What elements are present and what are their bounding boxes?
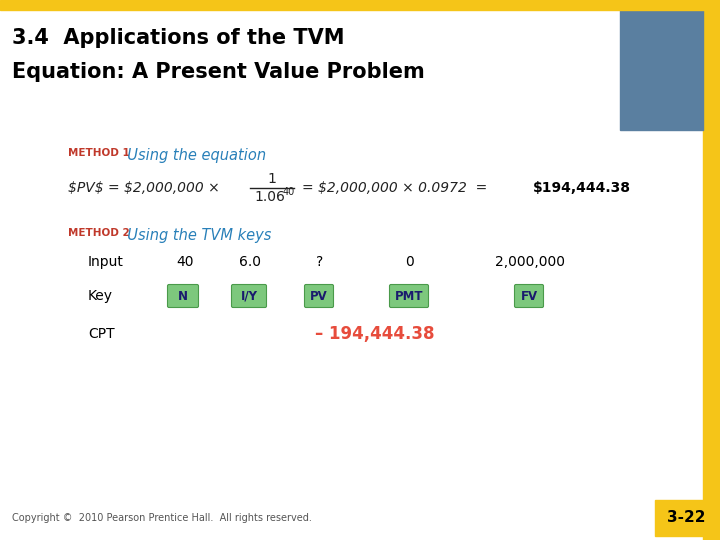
- Text: N: N: [178, 289, 188, 302]
- Text: 1: 1: [268, 172, 276, 186]
- Text: 3-22: 3-22: [667, 510, 706, 525]
- Bar: [620, 10, 703, 130]
- Text: ?: ?: [316, 255, 323, 269]
- Text: CPT: CPT: [88, 327, 114, 341]
- Text: Key: Key: [88, 289, 113, 303]
- Text: 3.4  Applications of the TVM: 3.4 Applications of the TVM: [12, 28, 344, 48]
- Text: 1.06: 1.06: [254, 190, 285, 204]
- Text: Copyright ©  2010 Pearson Prentice Hall.  All rights reserved.: Copyright © 2010 Pearson Prentice Hall. …: [12, 513, 312, 523]
- Bar: [655, 500, 717, 536]
- FancyBboxPatch shape: [390, 285, 428, 307]
- Text: 40: 40: [176, 255, 194, 269]
- Bar: [703, 0, 720, 540]
- Text: Using the TVM keys: Using the TVM keys: [118, 228, 271, 243]
- Text: 6.0: 6.0: [239, 255, 261, 269]
- Text: Using the equation: Using the equation: [118, 148, 266, 163]
- FancyBboxPatch shape: [305, 285, 333, 307]
- FancyBboxPatch shape: [232, 285, 266, 307]
- FancyBboxPatch shape: [168, 285, 199, 307]
- Text: – 194,444.38: – 194,444.38: [315, 325, 434, 343]
- Text: METHOD 1: METHOD 1: [68, 148, 130, 158]
- Text: $PV$ = $2,000,000 ×: $PV$ = $2,000,000 ×: [68, 181, 220, 195]
- Text: = $2,000,000 × 0.0972  =: = $2,000,000 × 0.0972 =: [302, 181, 492, 195]
- Text: METHOD 2: METHOD 2: [68, 228, 130, 238]
- Text: FV: FV: [521, 289, 538, 302]
- Text: $194,444.38: $194,444.38: [533, 181, 631, 195]
- Text: PMT: PMT: [395, 289, 423, 302]
- Text: 2,000,000: 2,000,000: [495, 255, 565, 269]
- Text: 0: 0: [405, 255, 415, 269]
- Text: I/Y: I/Y: [240, 289, 258, 302]
- Text: PV: PV: [310, 289, 328, 302]
- Text: Equation: A Present Value Problem: Equation: A Present Value Problem: [12, 62, 425, 82]
- Text: 40: 40: [283, 187, 295, 197]
- FancyBboxPatch shape: [515, 285, 544, 307]
- Text: Input: Input: [88, 255, 124, 269]
- Bar: [0, 0, 720, 10]
